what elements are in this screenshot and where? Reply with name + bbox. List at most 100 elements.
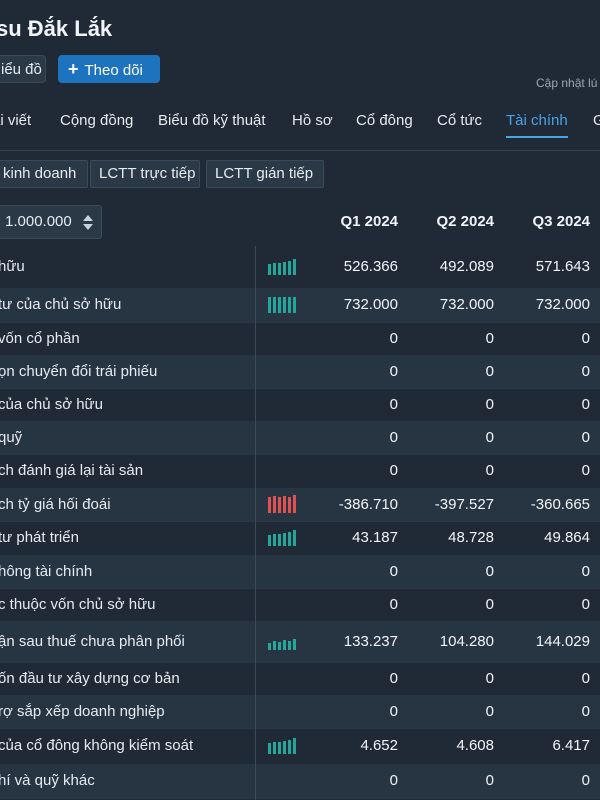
sparkline-bar bbox=[283, 297, 286, 313]
sparkline-bar bbox=[278, 297, 281, 313]
sparkline-bar bbox=[268, 297, 271, 313]
sparkline-bar bbox=[273, 534, 276, 546]
sparkline-bar bbox=[293, 259, 296, 275]
sparkline-bar bbox=[273, 742, 276, 754]
row-label: ọn chuyển đổi trái phiếu bbox=[0, 362, 158, 380]
sparkline-icon bbox=[268, 736, 298, 754]
tabs-divider bbox=[0, 150, 600, 151]
table-row[interactable]: tư phát triển 43.187 48.728 49.864 bbox=[0, 521, 600, 556]
table-row[interactable]: ch đánh giá lại tài sản 0 0 0 bbox=[0, 454, 600, 489]
row-label: tư của chủ sở hữu bbox=[0, 296, 122, 313]
unit-value: 1.000.000 bbox=[5, 213, 72, 230]
subtab-direct-cashflow[interactable]: LCTT trực tiếp bbox=[90, 160, 200, 188]
row-label: hữu bbox=[0, 258, 25, 275]
sparkline-bar bbox=[288, 640, 291, 650]
cell-value-q1: -386.710 bbox=[338, 495, 398, 513]
sparkline-bar bbox=[288, 532, 291, 546]
cell-value-q2: 732.000 bbox=[439, 296, 494, 313]
sparkline-bar bbox=[273, 297, 276, 313]
cell-value-q2: 0 bbox=[485, 702, 494, 720]
cell-value-q2: 0 bbox=[485, 362, 494, 380]
subtab-indirect-cashflow[interactable]: LCTT gián tiếp bbox=[206, 160, 324, 188]
table-row[interactable]: rợ sắp xếp doanh nghiệp 0 0 0 bbox=[0, 695, 600, 729]
cell-value-q2: 492.089 bbox=[439, 258, 494, 275]
sparkline-icon bbox=[268, 528, 298, 546]
page-title: su Đắk Lắk bbox=[0, 16, 113, 41]
cell-value-q2: -397.527 bbox=[434, 495, 494, 513]
cell-value-q2: 0 bbox=[485, 595, 494, 613]
tab-technical-chart[interactable]: Biểu đồ kỹ thuật bbox=[158, 112, 266, 129]
sparkline-bar bbox=[278, 641, 281, 650]
row-label: ch tỷ giá hối đoái bbox=[0, 495, 111, 513]
cell-value-q1: 526.366 bbox=[343, 258, 398, 275]
cell-value-q3: 732.000 bbox=[535, 296, 590, 313]
sparkline-bar bbox=[283, 639, 286, 650]
cell-value-q3: 0 bbox=[581, 395, 590, 413]
tab-profile[interactable]: Hồ sơ bbox=[292, 112, 333, 129]
sparkline-icon bbox=[268, 632, 298, 650]
table-row[interactable]: vốn cổ phần 0 0 0 bbox=[0, 322, 600, 356]
cell-value-q2: 104.280 bbox=[439, 632, 494, 650]
table-row[interactable]: hí và quỹ khác 0 0 0 bbox=[0, 764, 600, 799]
table-row[interactable]: ch tỷ giá hối đoái -386.710 -397.527 -360.6… bbox=[0, 488, 600, 522]
cell-value-q3: 0 bbox=[581, 772, 590, 789]
cell-value-q1: 43.187 bbox=[352, 529, 398, 546]
table-row[interactable]: tư của chủ sở hữu 732.000 732.000 732.000 bbox=[0, 288, 600, 323]
tab-financials[interactable]: Tài chính bbox=[506, 112, 568, 138]
cell-value-q2: 0 bbox=[485, 669, 494, 687]
cell-value-q2: 48.728 bbox=[448, 529, 494, 546]
sparkline-bar bbox=[278, 742, 281, 754]
cell-value-q3: 0 bbox=[581, 329, 590, 347]
cell-value-q3: 0 bbox=[581, 562, 590, 580]
row-label: c thuộc vốn chủ sở hữu bbox=[0, 595, 156, 613]
cell-value-q2: 0 bbox=[485, 462, 494, 479]
unit-selector[interactable]: 1.000.000 bbox=[0, 205, 102, 239]
row-label: ốn đầu tư xây dựng cơ bản bbox=[0, 669, 180, 687]
tab-shareholders[interactable]: Cổ đông bbox=[356, 112, 413, 129]
chart-button[interactable]: iểu đồ bbox=[0, 55, 46, 83]
table-row[interactable]: ận sau thuế chưa phân phối 133.237 104.280… bbox=[0, 621, 600, 663]
table-row[interactable]: của chủ sở hữu 0 0 0 bbox=[0, 388, 600, 422]
plus-icon: + bbox=[68, 59, 79, 79]
sparkline-bar bbox=[273, 640, 276, 650]
follow-button[interactable]: + Theo dõi bbox=[58, 55, 160, 83]
sparkline-bar bbox=[293, 494, 296, 513]
table-row[interactable]: hữu 526.366 492.089 571.643 bbox=[0, 246, 600, 289]
sparkline-icon bbox=[268, 494, 298, 513]
table-row[interactable]: ốn đầu tư xây dựng cơ bản 0 0 0 bbox=[0, 662, 600, 696]
table-row[interactable]: ọn chuyển đổi trái phiếu 0 0 0 bbox=[0, 355, 600, 389]
cell-value-q2: 0 bbox=[485, 395, 494, 413]
cell-value-q3: 0 bbox=[581, 669, 590, 687]
cell-value-q1: 732.000 bbox=[343, 296, 398, 313]
cell-value-q2: 0 bbox=[485, 562, 494, 580]
cell-value-q1: 0 bbox=[389, 702, 398, 720]
sparkline-bar bbox=[273, 495, 276, 513]
sparkline-bar bbox=[283, 262, 286, 275]
sparkline-bar bbox=[278, 534, 281, 546]
table-row[interactable]: quỹ 0 0 0 bbox=[0, 421, 600, 455]
cell-value-q1: 0 bbox=[389, 428, 398, 446]
cell-value-q1: 0 bbox=[389, 462, 398, 479]
tab-posts[interactable]: ài viết bbox=[0, 112, 32, 129]
cell-value-q3: 49.864 bbox=[544, 529, 590, 546]
cell-value-q3: 571.643 bbox=[535, 258, 590, 275]
cell-value-q1: 0 bbox=[389, 329, 398, 347]
table-row[interactable]: c thuộc vốn chủ sở hữu 0 0 0 bbox=[0, 588, 600, 622]
tab-more[interactable]: G bbox=[593, 112, 600, 129]
tab-dividends[interactable]: Cổ tức bbox=[437, 112, 483, 129]
cell-value-q2: 0 bbox=[485, 772, 494, 789]
tab-community[interactable]: Cộng đồng bbox=[60, 112, 134, 129]
cell-value-q3: 6.417 bbox=[552, 737, 590, 754]
cell-value-q3: 144.029 bbox=[535, 632, 590, 650]
table-row[interactable]: của cổ đông không kiểm soát 4.652 4.608 6.4… bbox=[0, 728, 600, 765]
row-label: của chủ sở hữu bbox=[0, 395, 103, 413]
cell-value-q1: 0 bbox=[389, 595, 398, 613]
row-label: của cổ đông không kiểm soát bbox=[0, 737, 194, 754]
cell-value-q2: 4.608 bbox=[456, 737, 494, 754]
row-label: hí và quỹ khác bbox=[0, 772, 95, 789]
cell-value-q1: 0 bbox=[389, 772, 398, 789]
cell-value-q3: 0 bbox=[581, 595, 590, 613]
subtab-income[interactable]: kinh doanh bbox=[0, 160, 88, 188]
table-row[interactable]: hông tài chính 0 0 0 bbox=[0, 555, 600, 589]
column-header-q2: Q2 2024 bbox=[436, 213, 494, 230]
